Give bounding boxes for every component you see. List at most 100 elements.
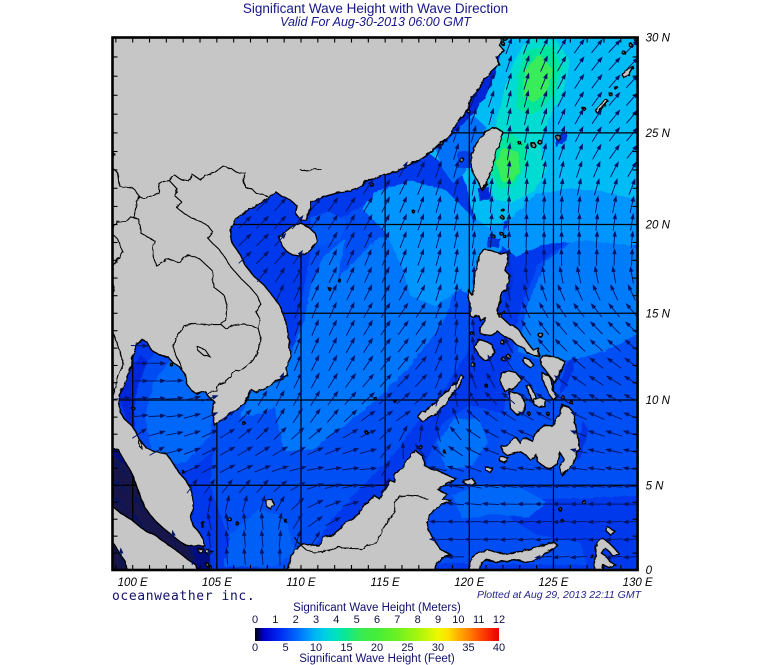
axis-labels: 100 E 105 E 110 E 115 E 120 E 125 E 130 E 30 N 2… [118, 33, 671, 590]
land-sumatra [112, 505, 199, 570]
island-anambas-2 [235, 521, 239, 526]
land-borneo [287, 449, 459, 570]
land-hainan [278, 223, 319, 257]
border-cn-mm [112, 151, 140, 196]
colorbar-meter-value: 8 [414, 614, 421, 626]
island-talaud [581, 499, 587, 505]
border-cn-la-mm [133, 179, 169, 219]
colorbar-feet-value: 20 [370, 642, 384, 654]
island-tokara-2 [628, 43, 634, 48]
island-spratly-1 [364, 430, 369, 435]
colorbar-feet-ticks: 0 5 10 15 20 25 30 35 40 [0, 642, 775, 655]
plotted-timestamp: Plotted at Aug 29, 2013 22:11 GMT [476, 589, 641, 601]
island-babuyan-3 [502, 234, 507, 239]
island-polillo-1 [498, 313, 503, 319]
island-batanes-1 [499, 215, 505, 220]
border-vn-la-kh [168, 179, 262, 394]
colorbar-gradient [255, 628, 499, 641]
colorbar-meter-value: 6 [373, 614, 381, 626]
land-okinawa [594, 98, 610, 115]
colorbar-meter-value: 10 [452, 614, 465, 626]
island-lubang [469, 331, 474, 336]
island-polillo-2 [501, 310, 506, 315]
colorbar-title-feet: Significant Wave Height (Feet) [299, 653, 455, 665]
colorbar-meter-value: 4 [333, 614, 340, 626]
land-tawitawi [463, 478, 477, 487]
y-axis-label: 30 N [646, 33, 671, 45]
y-axis-label: 25 N [645, 128, 671, 140]
map-frame [111, 36, 639, 572]
island-cuyo [484, 383, 488, 388]
island-paracel-1 [327, 286, 332, 291]
x-axis-label: 100 E [118, 577, 148, 589]
island-batanes-2 [501, 208, 505, 213]
border-borneo-my-id [293, 494, 430, 554]
land-panay [499, 369, 523, 393]
land-samar [540, 355, 567, 385]
wave-region-babuyan-lee [486, 237, 502, 248]
island-pemanggil [200, 524, 205, 528]
island-tioman [200, 520, 205, 525]
land-bangka-riau-1 [197, 547, 205, 553]
land-masbate [521, 355, 536, 368]
border-songkhla-lake [138, 438, 143, 451]
colorbar-meter-value: 7 [394, 614, 401, 626]
map-title: Significant Wave Height with Wave Direct… [242, 1, 509, 16]
y-axis-label: 0 [646, 565, 653, 577]
island-iriomote [530, 142, 537, 148]
land-palawan [417, 373, 466, 423]
land-morotai [605, 525, 617, 537]
island-lingga [208, 565, 213, 570]
island-pratas [411, 209, 416, 214]
colorbar-feet-value: 30 [431, 642, 445, 654]
island-anambas-1 [227, 516, 232, 522]
island-macclesfield [373, 396, 377, 401]
colorbar-meter-value: 9 [434, 614, 442, 626]
land-leyte [541, 372, 559, 401]
island-camiguin [546, 412, 551, 417]
x-axis-label: 115 E [371, 577, 401, 589]
colorbar-meter-value: 2 [292, 614, 299, 626]
wave-region-luzonstrait-29 [455, 210, 505, 294]
island-okinoerabu [613, 85, 618, 90]
border-mm-th-mid [112, 233, 124, 296]
island-romblon [505, 353, 511, 359]
island-kohsamui [131, 406, 136, 411]
wave-region-philsea-band-25 [518, 235, 638, 361]
axis-ticks [112, 36, 639, 571]
island-yonaguni [517, 141, 522, 146]
y-axis-label: 10 N [646, 395, 671, 407]
map-valid-time: Valid For Aug-30-2013 06:00 GMT [280, 15, 471, 30]
colorbar-meter-value: 11 [472, 614, 485, 626]
y-axis-label: 5 N [646, 480, 665, 492]
title-block: Significant Wave Height with Wave Direct… [112, 1, 639, 30]
island-spratly-2 [393, 399, 397, 404]
colorbar-feet-value: 10 [309, 642, 323, 654]
island-ternate [590, 554, 595, 559]
border-mm-th-tenasserim [112, 330, 124, 397]
island-matsu [466, 109, 471, 114]
colorbar-meter-value: 12 [492, 614, 506, 626]
wave-region-got-lee [120, 355, 148, 428]
colorbar-title-meters: Significant Wave Height (Meters) [293, 602, 461, 614]
colorbar-meter-value: 5 [353, 614, 360, 626]
land-luzon [467, 248, 540, 358]
colorbar-feet-value: 5 [282, 642, 289, 654]
x-axis-label: 120 E [454, 577, 484, 589]
island-cagayan-sulu [442, 449, 446, 454]
border-la-kh-th [172, 323, 259, 371]
island-catanduanes [537, 332, 544, 339]
colorbar-meter-value: 0 [251, 614, 259, 626]
wave-region-sulu-25 [437, 418, 488, 469]
wave-region-taiwan-s-lee [477, 186, 491, 201]
island-paracel-2 [337, 278, 342, 283]
border-xi-river [299, 167, 323, 172]
land-halmahera [593, 536, 621, 570]
island-penghu [458, 157, 465, 163]
oceanweather-logo: oceanweather inc. [112, 589, 256, 604]
land-sulawesi-arm [466, 540, 559, 570]
island-sangihe-1 [558, 506, 563, 512]
